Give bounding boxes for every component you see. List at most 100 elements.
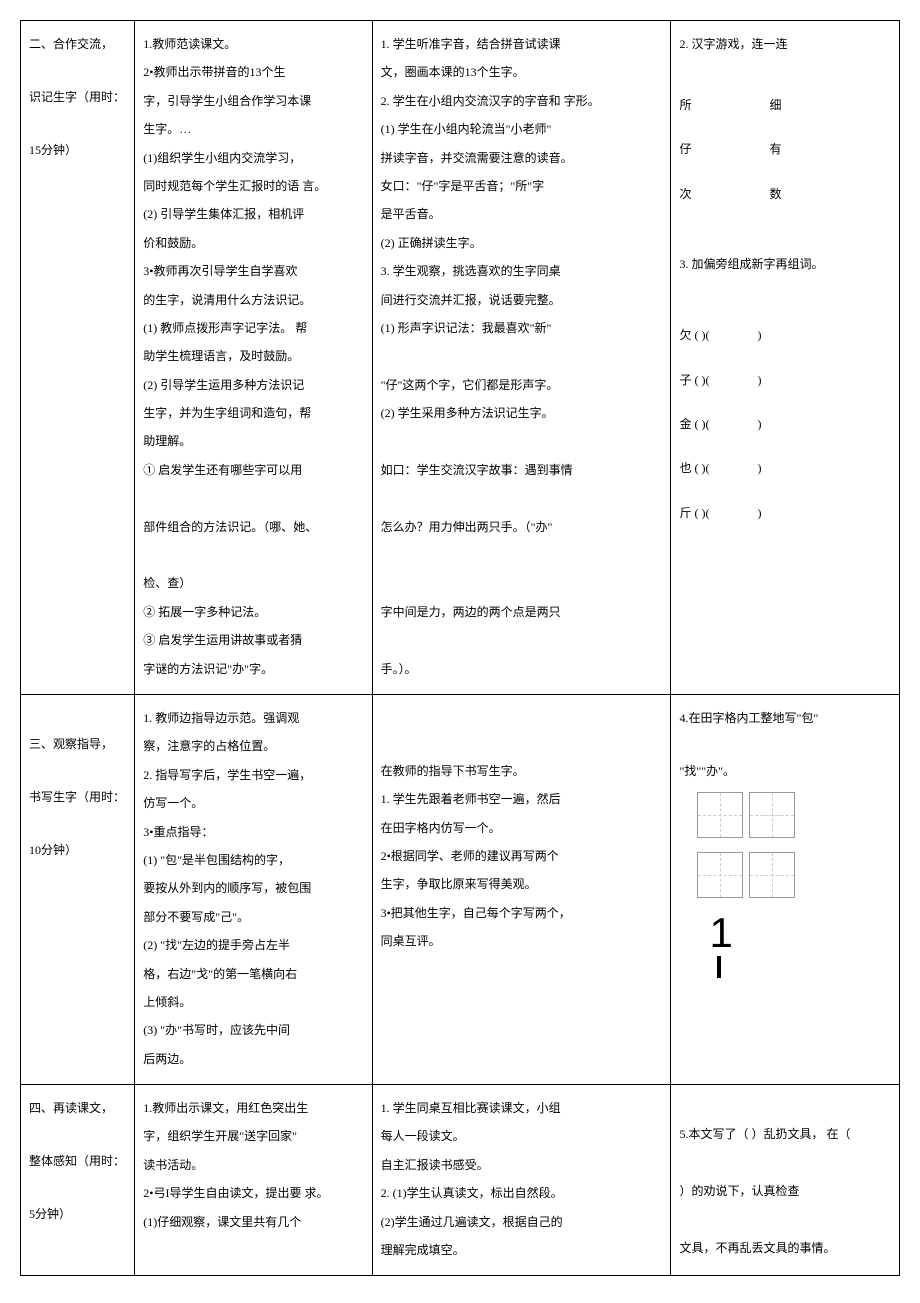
content-line: 字，组织学生开展"送字回家" (143, 1123, 363, 1149)
content-line: 拼读字音，并交流需要注意的读音。 (381, 145, 663, 171)
content-line: (2) 引导学生运用多种方法识记 (143, 372, 363, 398)
match-pair: 仔有 (679, 136, 891, 162)
content-line: 上倾斜。 (143, 989, 363, 1015)
match-right: 细 (769, 92, 781, 118)
tianzi-grid: — — (749, 792, 795, 838)
content-line: 字，引导学生小组合作学习本课 (143, 88, 363, 114)
content-line: 5.本文写了（ ）乱扔文具， 在（ (679, 1121, 891, 1147)
stage-time: 10分钟） (29, 837, 126, 863)
content-line: (3) "办"书写时，应该先中间 (143, 1017, 363, 1043)
content-line: (1)组织学生小组内交流学习， (143, 145, 363, 171)
content-line: 理解完成填空。 (381, 1237, 663, 1263)
content-line (381, 428, 663, 454)
stage-cell: 三、观察指导， 书写生字（用时： 10分钟） (21, 694, 135, 1084)
content-line: 同桌互评。 (381, 928, 663, 954)
content-line: (1) "包"是半包围结构的字， (143, 847, 363, 873)
fill-blank-line: 金 ( )( ) (679, 411, 891, 437)
content-line: (2) 学生采用多种方法识记生字。 (381, 400, 663, 426)
content-line: 1.教师范读课文。 (143, 31, 363, 57)
content-line: 生字，并为生字组词和造句，帮 (143, 400, 363, 426)
stage-sub: 识记生字（用时： (29, 84, 126, 110)
content-line: 2. 指导写字后，学生书空一遍， (143, 762, 363, 788)
stage-cell: 二、合作交流， 识记生字（用时： 15分钟） (21, 21, 135, 695)
content-line: 女口："仔"字是平舌音；"所"字 (381, 173, 663, 199)
content-line: 1. 教师边指导边示范。强调观 (143, 705, 363, 731)
lesson-plan-table: 二、合作交流， 识记生字（用时： 15分钟） 1.教师范读课文。2•教师出示带拼… (20, 20, 900, 1276)
fill-blank-line: 斤 ( )( ) (679, 500, 891, 526)
content-line (381, 343, 663, 369)
stage-title: 三、观察指导， (29, 731, 126, 757)
content-line: (1) 形声字识记法：我最喜欢"新" (381, 315, 663, 341)
content-line: 每人一段读文。 (381, 1123, 663, 1149)
content-line (381, 485, 663, 511)
match-left: 次 (679, 181, 769, 207)
content-line: 的生字，说清用什么方法识记。 (143, 287, 363, 313)
content-line: 读书活动。 (143, 1152, 363, 1178)
content-line: 在田字格内仿写一个。 (381, 815, 663, 841)
content-line (679, 1207, 891, 1233)
match-right: 有 (769, 136, 781, 162)
content-line: ）的劝说下，认真检查 (679, 1178, 891, 1204)
content-line: 如口：学生交流汉字故事：遇到事情 (381, 457, 663, 483)
content-line: (2) 引导学生集体汇报，相机评 (143, 201, 363, 227)
content-line: 在教师的指导下书写生字。 (381, 758, 663, 784)
content-line: 助理解。 (143, 428, 363, 454)
content-line: 间进行交流并汇报，说话要完整。 (381, 287, 663, 313)
content-line: 格，右边"戈"的第一笔横向右 (143, 961, 363, 987)
content-line: 检、查） (143, 570, 363, 596)
content-line: 仿写一个。 (143, 790, 363, 816)
content-line: 3•重点指导： (143, 819, 363, 845)
table-row: 二、合作交流， 识记生字（用时： 15分钟） 1.教师范读课文。2•教师出示带拼… (21, 21, 900, 695)
content-line: 生字，争取比原来写得美观。 (381, 871, 663, 897)
stage-time: 15分钟） (29, 137, 126, 163)
content-line: 部件组合的方法识记。（哪、她、 (143, 514, 363, 540)
tianzi-grid (749, 852, 795, 898)
content-line (381, 570, 663, 596)
content-line: 3•把其他生字，自己每个字写两个， (381, 900, 663, 926)
content-line: 2. (1)学生认真读文，标出自然段。 (381, 1180, 663, 1206)
fill-blank-line: 欠 ( )( ) (679, 322, 891, 348)
content-line (143, 485, 363, 511)
content-line: 2. 学生在小组内交流汉字的字音和 字形。 (381, 88, 663, 114)
content-line: 1. 学生先跟着老师书空一遍，然后 (381, 786, 663, 812)
teacher-cell: 1.教师出示课文，用红色突出生字，组织学生开展"送字回家"读书活动。2•弓I导学… (135, 1085, 372, 1276)
exercise-cell: 2. 汉字游戏，连一连 所细仔有次数 3. 加偏旁组成新字再组词。 欠 ( )(… (671, 21, 900, 695)
content-line: (2) "找"左边的提手旁占左半 (143, 932, 363, 958)
content-line: 部分不要写成"己"。 (143, 904, 363, 930)
content-line: ② 拓展一字多种记法。 (143, 599, 363, 625)
content-line: 手。）。 (381, 656, 663, 682)
figure-one: 1 (709, 912, 891, 954)
teacher-cell: 1.教师范读课文。2•教师出示带拼音的13个生字，引导学生小组合作学习本课生字。… (135, 21, 372, 695)
content-line: 察，注意字的占格位置。 (143, 733, 363, 759)
stage-title: 二、合作交流， (29, 31, 126, 57)
stage-sub: 整体感知（用时： (29, 1148, 126, 1174)
match-pair: 次数 (679, 181, 891, 207)
content-line: (2)学生通过几遍读文，根据自己的 (381, 1209, 663, 1235)
content-line: 1. 学生听准字音，结合拼音试读课 (381, 31, 663, 57)
content-line: ① 启发学生还有哪些字可以用 (143, 457, 363, 483)
figure-stub (717, 956, 721, 978)
content-line: 同时规范每个学生汇报时的语 言。 (143, 173, 363, 199)
student-cell: 1. 学生听准字音，结合拼音试读课文，圈画本课的13个生字。2. 学生在小组内交… (372, 21, 671, 695)
exercise-title: 2. 汉字游戏，连一连 (679, 31, 891, 57)
student-cell: 1. 学生同桌互相比赛读课文，小组每人一段读文。自主汇报读书感受。2. (1)学… (372, 1085, 671, 1276)
content-line: 1. 学生同桌互相比赛读课文，小组 (381, 1095, 663, 1121)
fill-blank-line: 子 ( )( ) (679, 367, 891, 393)
exercise-title: 3. 加偏旁组成新字再组词。 (679, 251, 891, 277)
match-right: 数 (769, 181, 781, 207)
content-line: 2•教师出示带拼音的13个生 (143, 59, 363, 85)
exercise-cell: 5.本文写了（ ）乱扔文具， 在（ ）的劝说下，认真检查 文具，不再乱丢文具的事… (671, 1085, 900, 1276)
stage-sub: 书写生字（用时： (29, 784, 126, 810)
stage-cell: 四、再读课文， 整体感知（用时： 5分钟） (21, 1085, 135, 1276)
content-line: 价和鼓励。 (143, 230, 363, 256)
fill-blank-line: 也 ( )( ) (679, 455, 891, 481)
content-line: 要按从外到内的顺序写，被包围 (143, 875, 363, 901)
table-row: 三、观察指导， 书写生字（用时： 10分钟） 1. 教师边指导边示范。强调观察，… (21, 694, 900, 1084)
stage-title: 四、再读课文， (29, 1095, 126, 1121)
content-line: 怎么办？用力伸出两只手。（"办" (381, 514, 663, 540)
content-line: 3•教师再次引导学生自学喜欢 (143, 258, 363, 284)
exercise-cell: 4.在田字格内工整地写"包" "找""办"。 — — 1 (671, 694, 900, 1084)
content-line: 自主汇报读书感受。 (381, 1152, 663, 1178)
content-line: 是平舌音。 (381, 201, 663, 227)
content-line (381, 542, 663, 568)
